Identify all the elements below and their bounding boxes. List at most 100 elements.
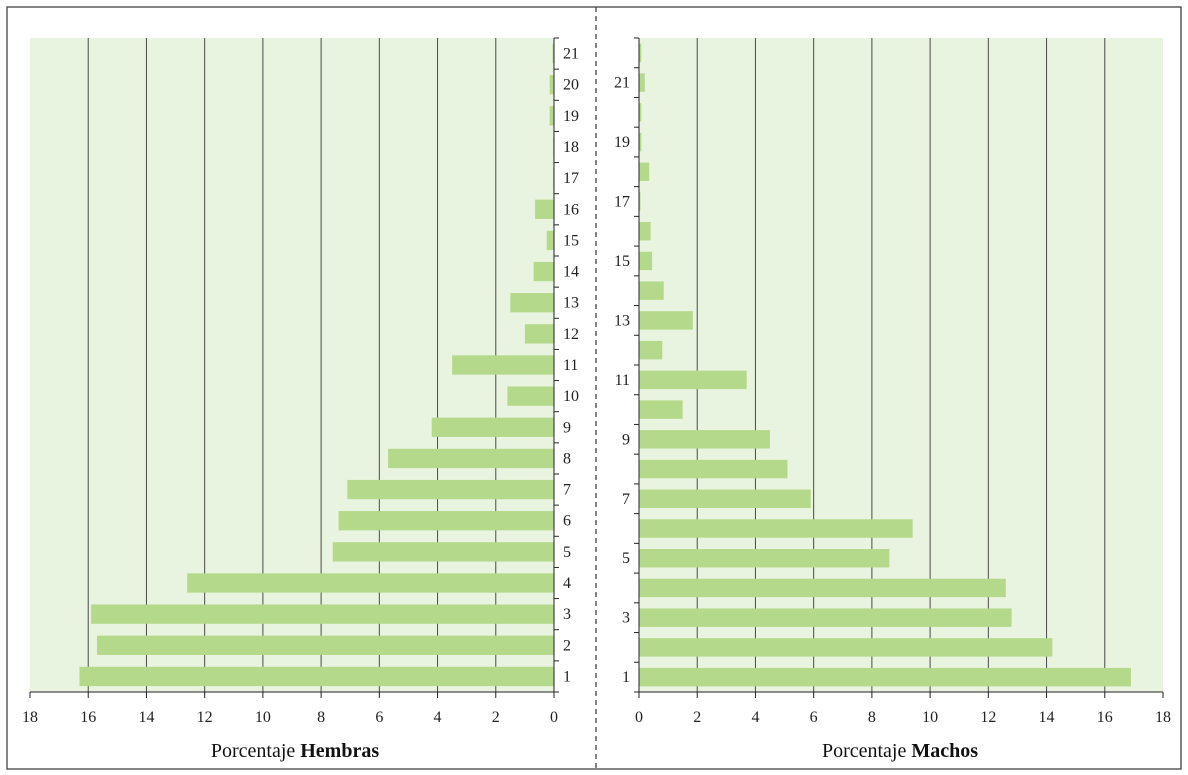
males-bar-15 bbox=[639, 251, 653, 271]
males-axis-title: Porcentaje Machos bbox=[822, 740, 978, 762]
males-bar-12 bbox=[639, 340, 663, 360]
males-bar-3 bbox=[639, 608, 1012, 627]
females-bar-13 bbox=[510, 293, 554, 313]
females-category-label: 16 bbox=[563, 201, 579, 218]
females-value-tick-label: 8 bbox=[317, 709, 325, 726]
females-value-tick-label: 6 bbox=[375, 709, 383, 726]
males-bar-5 bbox=[639, 549, 890, 568]
females-category-label: 10 bbox=[563, 388, 579, 405]
females-category-label: 6 bbox=[563, 513, 571, 530]
males-category-label: 9 bbox=[622, 431, 630, 448]
females-category-label: 11 bbox=[563, 357, 578, 374]
males-value-tick-label: 12 bbox=[980, 709, 996, 726]
females-category-label: 8 bbox=[563, 450, 571, 467]
females-bar-21 bbox=[552, 43, 554, 64]
males-category-label: 19 bbox=[614, 134, 630, 151]
females-category-label: 9 bbox=[563, 419, 571, 436]
females-category-label: 3 bbox=[563, 606, 571, 623]
females-value-tick-label: 2 bbox=[492, 709, 500, 726]
females-value-tick-label: 10 bbox=[255, 709, 271, 726]
males-bar-9 bbox=[639, 430, 770, 449]
males-category-label: 15 bbox=[614, 253, 630, 270]
males-bar-22 bbox=[639, 43, 642, 63]
females-value-tick-label: 16 bbox=[80, 709, 96, 726]
females-category-label: 15 bbox=[563, 232, 579, 249]
females-category-label: 4 bbox=[563, 575, 571, 592]
males-bars bbox=[639, 43, 1131, 687]
females-bar-3 bbox=[91, 604, 554, 624]
females-bar-6 bbox=[338, 511, 554, 531]
females-bar-11 bbox=[452, 355, 554, 375]
males-bar-17 bbox=[639, 192, 641, 211]
males-bar-4 bbox=[639, 578, 1006, 598]
males-value-tick-label: 18 bbox=[1155, 709, 1171, 726]
females-value-tick-label: 0 bbox=[550, 709, 558, 726]
females-category-label: 21 bbox=[563, 46, 579, 63]
females-category-label: 20 bbox=[563, 77, 579, 94]
males-category-label: 5 bbox=[622, 550, 630, 567]
males-bar-20 bbox=[639, 103, 642, 122]
males-value-tick-label: 8 bbox=[868, 709, 876, 726]
males-value-tick-label: 10 bbox=[922, 709, 938, 726]
males-value-tick-label: 16 bbox=[1097, 709, 1113, 726]
females-category-label: 19 bbox=[563, 108, 579, 125]
females-value-tick-label: 14 bbox=[138, 709, 154, 726]
males-category-label: 1 bbox=[622, 669, 630, 686]
males-category-label: 7 bbox=[622, 491, 630, 508]
females-value-tick-label: 18 bbox=[22, 709, 38, 726]
males-bar-14 bbox=[639, 281, 664, 300]
females-category-label: 1 bbox=[563, 668, 571, 685]
females-category-label: 13 bbox=[563, 295, 579, 312]
males-value-axis: 0 2 4 6 8 10 12 14 16 18 bbox=[635, 691, 1171, 726]
females-bar-10 bbox=[507, 386, 554, 406]
males-category-label: 21 bbox=[614, 75, 630, 92]
females-category-label: 12 bbox=[563, 326, 579, 343]
females-bar-19 bbox=[549, 106, 554, 126]
males-category-label: 11 bbox=[615, 372, 630, 389]
males-category-label: 13 bbox=[614, 312, 630, 329]
females-bar-16 bbox=[535, 199, 554, 219]
females-value-tick-label: 4 bbox=[434, 709, 442, 726]
females-category-label: 2 bbox=[563, 637, 571, 654]
females-bar-20 bbox=[549, 75, 554, 95]
females-category-label: 14 bbox=[563, 264, 579, 281]
females-bar-15 bbox=[546, 230, 554, 251]
females-category-label: 5 bbox=[563, 544, 571, 561]
males-bar-21 bbox=[639, 73, 645, 92]
chart-frame bbox=[6, 6, 1182, 770]
females-bar-1 bbox=[79, 666, 554, 687]
males-value-tick-label: 4 bbox=[751, 709, 759, 726]
males-bar-18 bbox=[639, 162, 650, 181]
females-bar-2 bbox=[96, 635, 554, 655]
males-bar-6 bbox=[639, 519, 913, 538]
females-bar-8 bbox=[388, 448, 554, 469]
females-axis-title: Porcentaje Hembras bbox=[211, 740, 380, 762]
males-bar-8 bbox=[639, 459, 788, 479]
females-bar-7 bbox=[347, 479, 554, 500]
females-category-label: 7 bbox=[563, 482, 571, 499]
males-bar-1 bbox=[639, 667, 1131, 687]
males-bar-7 bbox=[639, 489, 811, 508]
females-bar-4 bbox=[187, 573, 554, 593]
males-category-label: 17 bbox=[614, 194, 630, 211]
females-bar-9 bbox=[431, 417, 554, 437]
males-bar-11 bbox=[639, 370, 747, 390]
males-bar-13 bbox=[639, 311, 693, 330]
females-value-tick-label: 12 bbox=[197, 709, 213, 726]
males-value-tick-label: 2 bbox=[693, 709, 701, 726]
males-value-tick-label: 14 bbox=[1039, 709, 1055, 726]
males-bar-10 bbox=[639, 400, 683, 419]
males-bar-2 bbox=[639, 638, 1053, 657]
males-category-label: 3 bbox=[622, 610, 630, 627]
females-bar-5 bbox=[332, 542, 554, 562]
males-value-tick-label: 6 bbox=[810, 709, 818, 726]
females-bar-12 bbox=[524, 324, 554, 344]
females-bars bbox=[79, 43, 554, 687]
females-value-axis: 18 16 14 12 10 8 6 4 2 0 bbox=[22, 691, 558, 726]
males-value-tick-label: 0 bbox=[635, 709, 643, 726]
